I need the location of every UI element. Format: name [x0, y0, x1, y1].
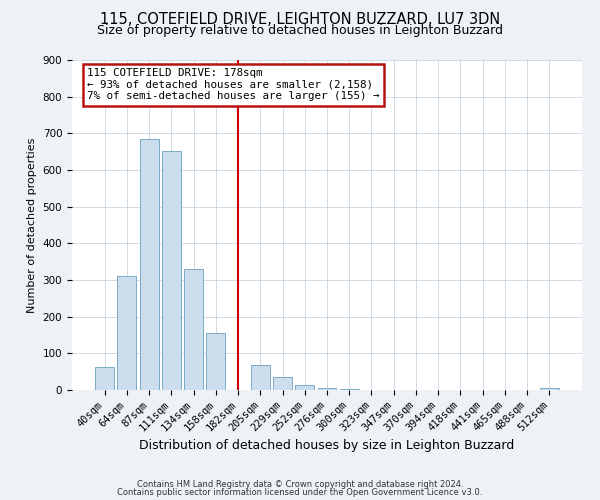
- Bar: [540, 388, 559, 390]
- Bar: [273, 377, 292, 390]
- Y-axis label: Number of detached properties: Number of detached properties: [27, 138, 37, 312]
- Bar: [295, 384, 314, 390]
- Bar: [140, 139, 158, 390]
- Bar: [184, 269, 203, 390]
- X-axis label: Distribution of detached houses by size in Leighton Buzzard: Distribution of detached houses by size …: [139, 439, 515, 452]
- Text: 115 COTEFIELD DRIVE: 178sqm
← 93% of detached houses are smaller (2,158)
7% of s: 115 COTEFIELD DRIVE: 178sqm ← 93% of det…: [88, 68, 380, 102]
- Bar: [206, 333, 225, 390]
- Text: Contains HM Land Registry data © Crown copyright and database right 2024.: Contains HM Land Registry data © Crown c…: [137, 480, 463, 489]
- Bar: [162, 150, 181, 390]
- Text: Size of property relative to detached houses in Leighton Buzzard: Size of property relative to detached ho…: [97, 24, 503, 37]
- Bar: [317, 388, 337, 390]
- Bar: [340, 389, 359, 390]
- Text: 115, COTEFIELD DRIVE, LEIGHTON BUZZARD, LU7 3DN: 115, COTEFIELD DRIVE, LEIGHTON BUZZARD, …: [100, 12, 500, 28]
- Text: Contains public sector information licensed under the Open Government Licence v3: Contains public sector information licen…: [118, 488, 482, 497]
- Bar: [95, 367, 114, 390]
- Bar: [118, 276, 136, 390]
- Bar: [251, 365, 270, 390]
